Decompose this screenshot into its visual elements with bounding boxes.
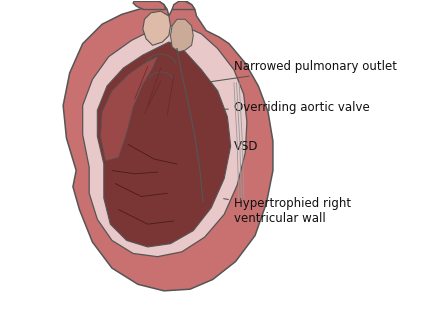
Polygon shape	[63, 1, 273, 291]
Text: VSD: VSD	[201, 140, 259, 153]
Polygon shape	[83, 26, 247, 257]
Polygon shape	[170, 19, 193, 52]
Polygon shape	[172, 1, 195, 10]
Polygon shape	[133, 1, 166, 10]
Polygon shape	[143, 11, 170, 45]
Polygon shape	[97, 42, 231, 247]
Text: Narrowed pulmonary outlet: Narrowed pulmonary outlet	[173, 60, 397, 87]
Polygon shape	[101, 57, 157, 161]
Text: Hypertrophied right
ventricular wall: Hypertrophied right ventricular wall	[224, 197, 351, 225]
Text: Overriding aortic valve: Overriding aortic valve	[188, 101, 370, 113]
